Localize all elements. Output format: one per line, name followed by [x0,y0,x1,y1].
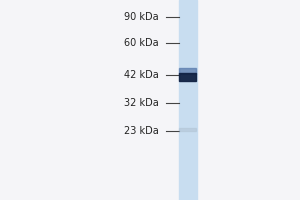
Bar [179,128,196,131]
Text: 60 kDa: 60 kDa [124,38,159,48]
Text: 90 kDa: 90 kDa [124,12,159,22]
Text: 23 kDa: 23 kDa [124,126,159,136]
Bar [178,0,196,200]
Text: 32 kDa: 32 kDa [124,98,159,108]
Bar [179,73,196,81]
Bar [179,68,196,74]
Text: 42 kDa: 42 kDa [124,70,159,80]
